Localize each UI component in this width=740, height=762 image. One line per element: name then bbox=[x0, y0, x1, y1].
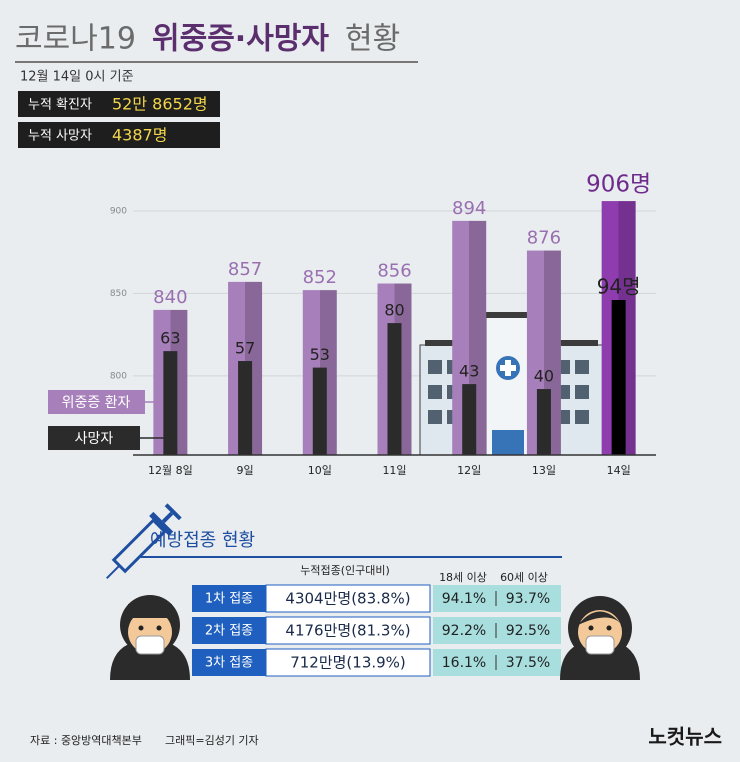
total-box bbox=[18, 122, 220, 148]
value-label: 94명 bbox=[597, 275, 641, 299]
cumulative-value: 4304만명(83.8%) bbox=[285, 590, 410, 608]
rate-value: 93.7% bbox=[506, 591, 550, 607]
value-label: 63 bbox=[160, 329, 180, 348]
title-part: 위중증·사망자 bbox=[152, 22, 329, 57]
logo: 노컷뉴스 bbox=[648, 725, 722, 749]
value-label: 80 bbox=[384, 301, 404, 320]
rate-value: 16.1% bbox=[442, 655, 486, 671]
column-header: 누적접종(인구대비) bbox=[300, 564, 390, 577]
value-label: 40 bbox=[534, 367, 554, 386]
section-title: 예방접종 현황 bbox=[150, 530, 255, 551]
value-label: 53 bbox=[310, 345, 330, 364]
bar bbox=[536, 389, 551, 455]
bar bbox=[462, 384, 477, 455]
x-tick-label: 14일 bbox=[607, 463, 631, 477]
person-icon bbox=[560, 596, 640, 680]
legend-label: 사망자 bbox=[75, 431, 114, 447]
total-label: 누적 확진자 bbox=[28, 98, 92, 113]
row-label: 3차 접종 bbox=[205, 656, 253, 671]
value-label: 852 bbox=[303, 267, 337, 288]
rate-value: 37.5% bbox=[506, 655, 550, 671]
value-label: 43 bbox=[459, 362, 479, 381]
value-label: 57 bbox=[235, 339, 255, 358]
rate-cell bbox=[433, 585, 561, 612]
row-label-box bbox=[192, 649, 266, 676]
value-label: 857 bbox=[228, 259, 262, 280]
legend-label: 위중증 환자 bbox=[62, 395, 131, 411]
bar bbox=[387, 323, 402, 455]
syringe-icon bbox=[106, 503, 182, 579]
rate-value: 92.5% bbox=[506, 623, 550, 639]
total-label: 누적 사망자 bbox=[28, 129, 92, 144]
bar bbox=[611, 300, 626, 455]
value-label: 856 bbox=[377, 261, 411, 282]
person-icon bbox=[110, 595, 190, 680]
total-value: 52만 8652명 bbox=[112, 95, 208, 114]
value-cell bbox=[265, 616, 431, 645]
credit-note: 그래픽=김성기 기자 bbox=[165, 734, 259, 747]
date-note: 12월 14일 0시 기준 bbox=[20, 70, 134, 85]
bar bbox=[163, 351, 178, 455]
row-label: 1차 접종 bbox=[205, 592, 253, 607]
y-tick-label: 850 bbox=[110, 289, 127, 299]
value-cell bbox=[265, 584, 431, 613]
source-note: 자료 : 중앙방역대책본부 bbox=[30, 734, 142, 747]
rate-cell bbox=[433, 617, 561, 644]
row-label: 2차 접종 bbox=[205, 624, 253, 639]
x-tick-label: 11일 bbox=[382, 463, 406, 477]
row-label-box bbox=[192, 617, 266, 644]
y-tick-label: 800 bbox=[110, 371, 127, 381]
bar bbox=[238, 361, 253, 455]
cumulative-value: 712만명(13.9%) bbox=[290, 654, 406, 672]
value-cell bbox=[265, 648, 431, 677]
y-tick-label: 900 bbox=[110, 206, 127, 216]
bar bbox=[312, 367, 327, 455]
total-box bbox=[18, 91, 220, 117]
x-tick-label: 12월 8일 bbox=[148, 463, 193, 477]
value-label: 906명 bbox=[586, 172, 651, 198]
title-part: 코로나19 bbox=[15, 22, 136, 57]
x-tick-label: 12일 bbox=[457, 463, 481, 477]
x-tick-label: 9일 bbox=[237, 463, 254, 477]
legend-swatch bbox=[48, 426, 140, 450]
column-header: 18세 이상 bbox=[439, 571, 487, 584]
legend-swatch bbox=[48, 390, 145, 414]
column-header: 60세 이상 bbox=[500, 571, 548, 584]
rate-value: 92.2% bbox=[442, 623, 486, 639]
rate-cell bbox=[433, 649, 561, 676]
title-part: 현황 bbox=[345, 22, 400, 57]
value-label: 894 bbox=[452, 198, 486, 219]
total-value: 4387명 bbox=[112, 126, 167, 145]
value-label: 876 bbox=[527, 228, 561, 249]
x-tick-label: 10일 bbox=[308, 463, 332, 477]
rate-value: 94.1% bbox=[442, 591, 486, 607]
row-label-box bbox=[192, 585, 266, 612]
cumulative-value: 4176만명(81.3%) bbox=[285, 622, 410, 640]
value-label: 840 bbox=[153, 287, 187, 308]
x-tick-label: 13일 bbox=[532, 463, 556, 477]
